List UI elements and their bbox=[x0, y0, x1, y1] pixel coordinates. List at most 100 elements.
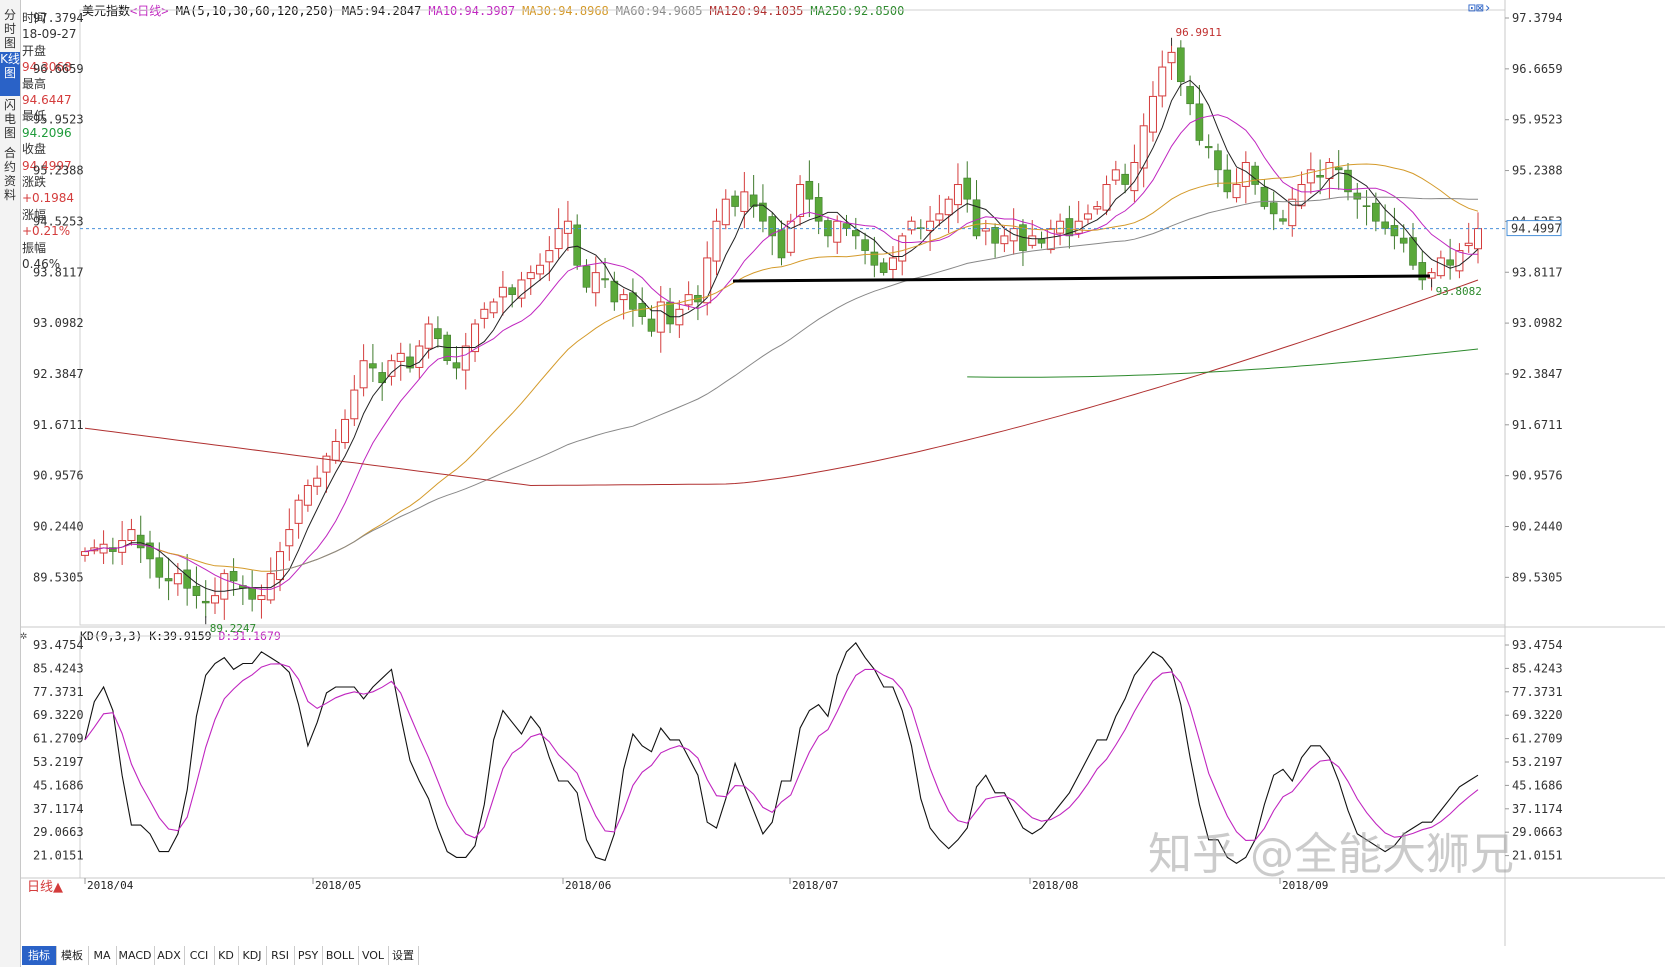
candle-body-up bbox=[1139, 125, 1148, 169]
indicator-tab[interactable]: 设置 bbox=[388, 946, 419, 965]
chevron-right-icon[interactable]: › bbox=[1483, 1, 1492, 16]
candle-body-down bbox=[1214, 150, 1222, 171]
candle-body-up bbox=[1102, 184, 1111, 211]
indicator-tab[interactable]: RSI bbox=[266, 946, 295, 965]
info-value-1: 94.3068 bbox=[22, 60, 72, 75]
candle-body-up bbox=[563, 220, 572, 234]
price-axis-label-left: 92.3847 bbox=[33, 367, 84, 381]
candle-body-down bbox=[972, 199, 981, 237]
indicator-tab[interactable]: MA bbox=[88, 946, 117, 965]
candle-body-down bbox=[1353, 192, 1362, 200]
kd-axis-label: 37.1174 bbox=[1512, 802, 1563, 816]
candle-body-up bbox=[313, 477, 322, 487]
price-axis-label-left: 90.2440 bbox=[33, 520, 84, 534]
candle-body-down bbox=[879, 262, 888, 273]
candle-body-down bbox=[601, 278, 609, 281]
ma-legend: 美元指数<日线> MA(5,10,30,60,120,250) MA5:94.2… bbox=[82, 2, 911, 19]
indicator-tab[interactable]: VOL bbox=[358, 946, 389, 965]
candle-body-down bbox=[248, 587, 256, 600]
candle-body-down bbox=[731, 195, 739, 207]
candle-body-up bbox=[619, 294, 628, 301]
info-value-6: +0.21% bbox=[22, 224, 71, 239]
price-axis-label: 96.6659 bbox=[1512, 62, 1563, 76]
price-axis-label-left: 94.5253 bbox=[33, 214, 84, 228]
left-tab-1[interactable]: K线图 bbox=[0, 52, 20, 96]
left-tab-2[interactable]: 闪电图 bbox=[3, 98, 16, 140]
pin-icon[interactable]: ⊡ bbox=[1468, 1, 1476, 16]
candle-body-up bbox=[285, 529, 294, 547]
ma120-line bbox=[84, 279, 1479, 487]
candle-body-down bbox=[759, 202, 767, 222]
candle-body-up bbox=[331, 440, 340, 461]
watermark: 知乎 @全能大狮兄 bbox=[1148, 829, 1514, 880]
candle-body-up bbox=[1306, 169, 1315, 184]
ma250-line bbox=[967, 348, 1479, 378]
candle-body-down bbox=[201, 600, 210, 604]
candle-body-up bbox=[907, 220, 916, 231]
candle-body-up bbox=[498, 286, 507, 298]
candle-body-up bbox=[303, 485, 312, 506]
indicator-tab[interactable]: 指标 bbox=[22, 946, 57, 965]
info-value-5: +0.1984 bbox=[22, 191, 75, 206]
candle-body-up bbox=[211, 595, 220, 604]
candle-body-up bbox=[1158, 66, 1167, 97]
price-axis-label-left: 93.0982 bbox=[33, 316, 84, 330]
candle-body-up bbox=[1111, 169, 1120, 181]
candle-body-down bbox=[814, 197, 823, 222]
indicator-tab[interactable]: CCI bbox=[184, 946, 215, 965]
indicator-tab[interactable]: ADX bbox=[154, 946, 185, 965]
left-tab-3[interactable]: 合约资料 bbox=[3, 146, 16, 202]
kd-axis-label: 77.3731 bbox=[1512, 685, 1563, 699]
left-tab-0[interactable]: 分时图 bbox=[3, 8, 16, 50]
candle-body-down bbox=[1037, 238, 1046, 244]
kd-d-line bbox=[84, 663, 1479, 841]
price-axis-label: 95.9523 bbox=[1512, 113, 1563, 127]
kd-axis-label-left: 45.1686 bbox=[33, 778, 84, 792]
indicator-tab[interactable]: BOLL bbox=[322, 946, 359, 965]
candle-body-down bbox=[1418, 262, 1427, 281]
kd-axis-label-left: 85.4243 bbox=[33, 661, 84, 675]
period-button[interactable]: 日线▲ bbox=[27, 880, 63, 895]
candle-body-up bbox=[786, 220, 795, 253]
x-axis-label: 2018/07 bbox=[792, 879, 838, 892]
price-axis-label-left: 96.6659 bbox=[33, 62, 84, 76]
indicator-tab[interactable]: KDJ bbox=[238, 946, 267, 965]
candle-body-up bbox=[257, 595, 266, 600]
period-label[interactable]: <日线> bbox=[130, 4, 169, 18]
candle-body-up bbox=[81, 551, 89, 556]
candle-body-up bbox=[1130, 161, 1139, 192]
indicator-tab[interactable]: MACD bbox=[116, 946, 155, 965]
candle-body-down bbox=[851, 230, 860, 237]
candle-body-down bbox=[146, 542, 154, 560]
candle-body-up bbox=[1241, 161, 1250, 187]
indicator-tab[interactable]: PSY bbox=[294, 946, 323, 965]
support-trendline bbox=[732, 274, 1431, 283]
candle-body-up bbox=[220, 573, 229, 600]
indicator-tab[interactable]: 模板 bbox=[56, 946, 89, 965]
candle-body-down bbox=[768, 216, 777, 237]
candle-body-up bbox=[721, 198, 730, 226]
kd-axis-label: 61.2709 bbox=[1512, 732, 1563, 746]
price-axis-label: 97.3794 bbox=[1512, 11, 1563, 25]
price-axis-label: 89.5305 bbox=[1512, 570, 1563, 584]
price-axis-label: 95.2388 bbox=[1512, 164, 1563, 178]
candle-body-up bbox=[1148, 95, 1157, 133]
candle-body-up bbox=[898, 235, 907, 262]
kd-axis-label: 53.2197 bbox=[1512, 755, 1563, 769]
candle-body-up bbox=[1464, 242, 1473, 247]
kd-axis-label-left: 61.2709 bbox=[33, 732, 84, 746]
kd-axis-label-left: 53.2197 bbox=[33, 755, 84, 769]
kd-axis-label-left: 77.3731 bbox=[33, 685, 84, 699]
candle-body-down bbox=[1065, 218, 1074, 237]
candle-body-up bbox=[173, 573, 182, 585]
close-icon[interactable]: ⊠ bbox=[1475, 1, 1484, 16]
candle-body-down bbox=[647, 318, 656, 332]
indicator-tab[interactable]: KD bbox=[214, 946, 239, 965]
candle-body-down bbox=[991, 227, 999, 244]
gear-icon[interactable]: ✲ bbox=[20, 628, 27, 642]
candle-body-down bbox=[378, 372, 386, 384]
annotation-label: 96.9911 bbox=[1176, 26, 1222, 39]
window-controls[interactable]: ⊡⊠› bbox=[1468, 1, 1491, 16]
candle-body-down bbox=[406, 356, 414, 369]
